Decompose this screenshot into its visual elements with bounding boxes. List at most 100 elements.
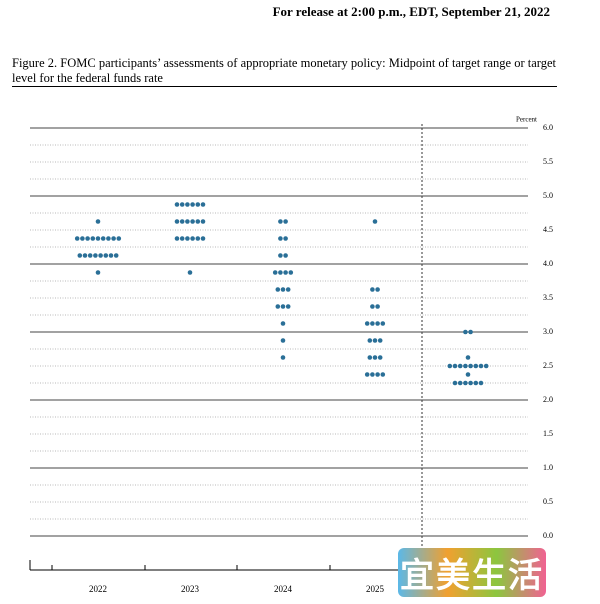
dot — [288, 270, 294, 275]
dot — [370, 321, 375, 326]
y-tick-label: 4.0 — [543, 259, 553, 268]
release-note: For release at 2:00 p.m., EDT, September… — [272, 4, 550, 19]
dot — [370, 372, 375, 377]
dot — [285, 287, 291, 292]
dot — [375, 372, 380, 377]
dot — [452, 380, 458, 386]
dot — [375, 287, 380, 292]
dot — [283, 219, 288, 224]
dot — [377, 355, 383, 360]
dot — [380, 321, 386, 326]
dot — [463, 380, 468, 386]
title-rule — [12, 86, 557, 87]
dot — [278, 219, 283, 224]
dot — [278, 253, 283, 258]
dot — [478, 363, 484, 369]
y-tick-label: 1.0 — [543, 463, 553, 472]
x-tick-label: 2025 — [366, 584, 385, 594]
y-tick-label: 0.5 — [543, 497, 553, 506]
dot — [87, 253, 93, 258]
dot — [280, 287, 286, 292]
y-tick-label: 6.0 — [543, 123, 553, 132]
dot — [278, 270, 283, 275]
dot — [275, 304, 281, 309]
dot — [473, 363, 479, 369]
dot — [468, 329, 473, 335]
dot — [195, 236, 201, 241]
dot — [370, 304, 375, 309]
dot — [106, 236, 111, 241]
dot — [179, 236, 185, 241]
dot — [285, 304, 291, 309]
dot — [111, 236, 116, 241]
y-tick-label: 3.5 — [543, 293, 553, 302]
dot — [80, 236, 85, 241]
dot — [195, 219, 201, 224]
dot — [179, 202, 185, 207]
dot — [283, 253, 288, 258]
x-tick-label: 2022 — [89, 584, 107, 594]
dot — [367, 338, 373, 343]
dot — [174, 202, 180, 207]
dot — [375, 321, 380, 326]
dot — [190, 202, 195, 207]
dot — [452, 363, 458, 369]
dot — [174, 219, 180, 224]
dot — [275, 287, 281, 292]
dot — [280, 321, 286, 326]
dot — [190, 236, 195, 241]
y-tick-label: 1.5 — [543, 429, 553, 438]
dot — [100, 236, 106, 241]
dot — [364, 321, 370, 326]
dot — [457, 380, 463, 386]
dot — [283, 236, 288, 241]
dot — [478, 380, 484, 386]
dot — [280, 338, 286, 343]
dot — [103, 253, 109, 258]
dot — [272, 270, 278, 275]
dot — [174, 236, 180, 241]
dot — [85, 236, 90, 241]
dot — [95, 270, 101, 275]
watermark-text: 宜美生活 — [398, 548, 546, 597]
dot — [375, 304, 380, 309]
dot — [93, 253, 98, 258]
dot — [108, 253, 114, 258]
dot — [82, 253, 88, 258]
dot — [90, 236, 96, 241]
x-tick-label: 2024 — [274, 584, 293, 594]
dot — [463, 363, 468, 369]
dot — [200, 219, 206, 224]
y-tick-label: 5.5 — [543, 157, 553, 166]
dot — [95, 219, 101, 224]
dot — [185, 202, 190, 207]
y-tick-label: 4.5 — [543, 225, 553, 234]
x-tick-label: 2023 — [181, 584, 200, 594]
dot — [190, 219, 195, 224]
dot — [280, 355, 286, 360]
dot — [95, 236, 101, 241]
dot — [98, 253, 103, 258]
dot — [447, 363, 453, 369]
dot — [372, 338, 378, 343]
dot — [483, 363, 489, 369]
dot — [185, 236, 190, 241]
dot — [468, 363, 473, 369]
dot — [463, 329, 468, 335]
y-tick-label: 3.0 — [543, 327, 553, 336]
dot — [468, 380, 473, 386]
y-tick-label: 2.0 — [543, 395, 553, 404]
dot — [367, 355, 373, 360]
dot — [179, 219, 185, 224]
dot — [185, 219, 190, 224]
dot — [113, 253, 119, 258]
y-tick-label: 5.0 — [543, 191, 553, 200]
dot — [370, 287, 375, 292]
dot — [473, 380, 479, 386]
watermark: 宜美生活 — [398, 548, 546, 597]
dot — [457, 363, 463, 369]
dot — [195, 202, 201, 207]
dot — [465, 355, 471, 360]
